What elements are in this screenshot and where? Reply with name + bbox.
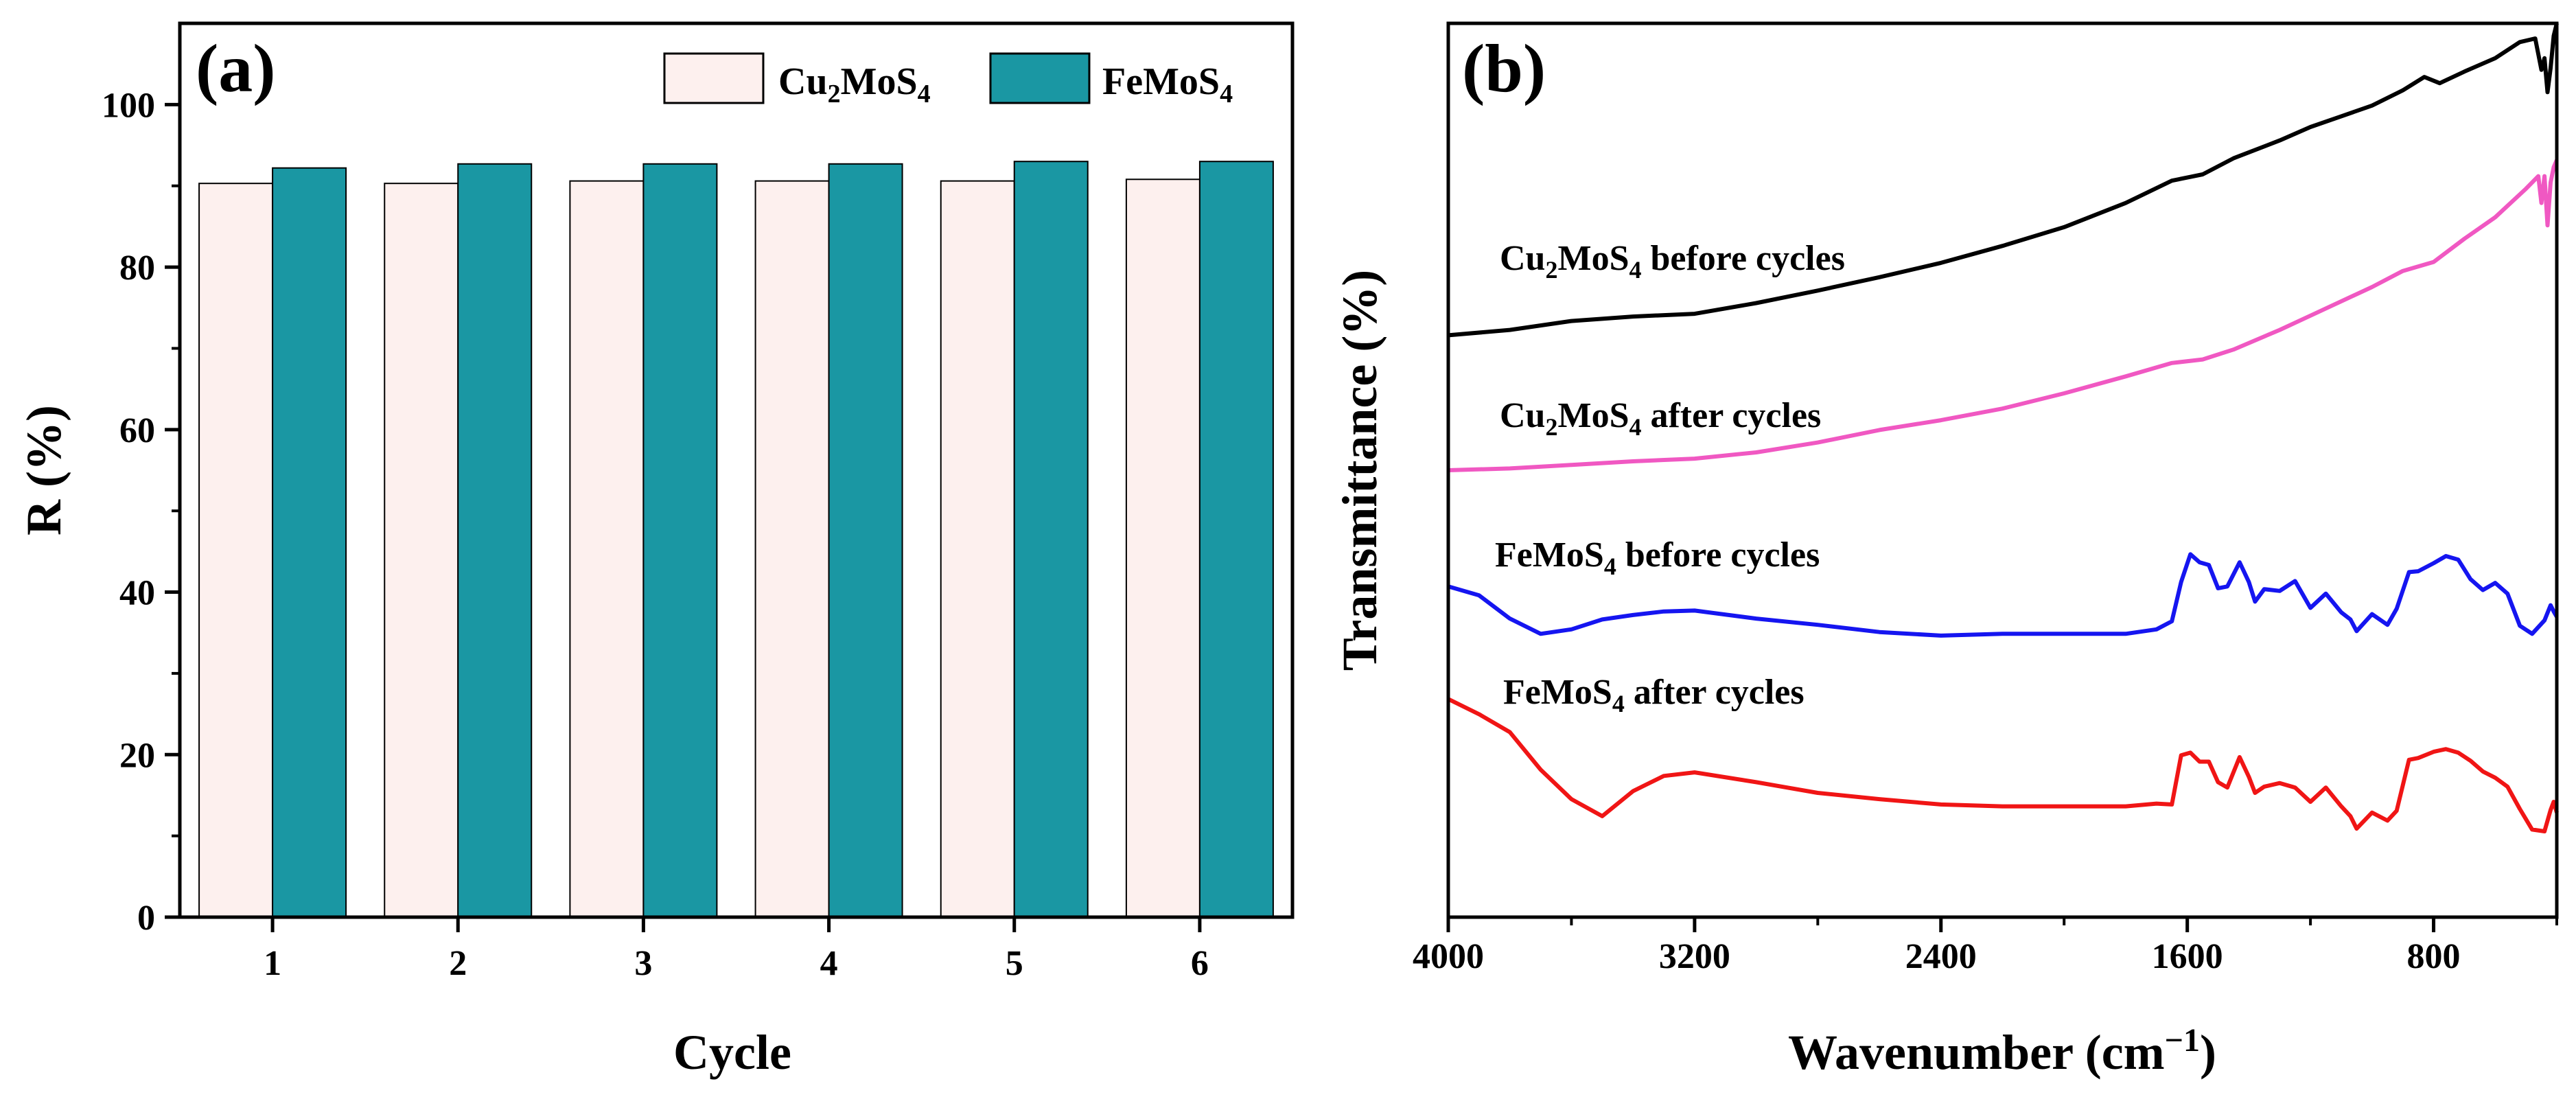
x-tick-label-b: 2400 — [1905, 937, 1977, 976]
x-tick-label-a: 4 — [820, 944, 838, 983]
y-tick-label-a: 40 — [119, 574, 155, 613]
legend-subscript: 4 — [1220, 80, 1233, 108]
annotation-text: FeMoS — [1495, 535, 1604, 575]
legend-label-femos4: FeMoS4 — [1102, 60, 1233, 108]
annotation-text: after cycles — [1641, 396, 1821, 435]
bar-cu2mos4-cycle-5 — [940, 180, 1015, 918]
y-tick-label-a: 80 — [119, 249, 155, 288]
panel-b-ftir-spectra: 4000 3200 2400 1600 800 Wavenumber (cm−1) Tran… — [1332, 21, 2559, 1080]
x-tick-label-b: 3200 — [1659, 937, 1730, 976]
annotation-cu2mos4-before: Cu2MoS4 before cycles — [1500, 239, 1845, 284]
x-axis-title-text: Wavenumber (cm — [1788, 1025, 2165, 1080]
annotation-text: FeMoS — [1503, 673, 1612, 712]
legend-subscript: 2 — [828, 80, 841, 108]
x-axis-title-superscript: −1 — [2165, 1022, 2200, 1059]
annotation-text: Cu — [1500, 239, 1545, 278]
x-tick-label-a: 6 — [1191, 944, 1209, 983]
annotation-text: before cycles — [1616, 535, 1820, 575]
legend-swatch-cu2mos4 — [663, 52, 765, 104]
y-axis-title-a: R (%) — [16, 405, 71, 535]
annotation-subscript: 2 — [1545, 256, 1557, 284]
spectrum-line-femos4-after — [1447, 697, 2559, 833]
bar-femos4-cycle-3 — [642, 163, 718, 919]
legend-text: FeMoS — [1102, 60, 1220, 103]
legend-text: Cu — [778, 60, 828, 103]
spectrum-line-cu2mos4-before — [1448, 23, 2559, 338]
annotation-text: MoS — [1557, 396, 1629, 435]
panel-label-a: (a) — [196, 30, 276, 106]
y-tick-label-a: 60 — [119, 411, 155, 450]
bar-cu2mos4-cycle-3 — [569, 180, 645, 918]
bar-cu2mos4-cycle-2 — [384, 183, 459, 918]
bar-femos4-cycle-2 — [457, 163, 533, 919]
plot-frame-a — [178, 21, 1295, 919]
spectrum-line-femos4-before — [1448, 552, 2559, 638]
annotation-subscript: 4 — [1629, 413, 1641, 441]
x-tick-label-b: 4000 — [1413, 937, 1484, 976]
x-tick-label-a: 5 — [1006, 944, 1023, 983]
bar-femos4-cycle-1 — [272, 167, 347, 919]
annotation-subscript: 4 — [1629, 256, 1641, 284]
bar-cu2mos4-cycle-4 — [754, 180, 830, 918]
annotation-text: before cycles — [1641, 239, 1844, 278]
legend-swatch-femos4 — [989, 52, 1091, 104]
x-axis-title-a: Cycle — [673, 1025, 791, 1080]
annotation-subscript: 4 — [1612, 690, 1625, 717]
bar-femos4-cycle-4 — [828, 163, 903, 919]
bar-cu2mos4-cycle-6 — [1125, 178, 1200, 918]
y-tick-label-a: 0 — [137, 899, 155, 938]
bar-femos4-cycle-6 — [1198, 161, 1274, 919]
annotation-text: after cycles — [1625, 673, 1805, 712]
y-tick-label-a: 100 — [102, 86, 155, 125]
bar-femos4-cycle-5 — [1013, 161, 1089, 919]
legend-text: MoS — [841, 60, 918, 103]
x-tick-label-a: 1 — [264, 944, 281, 983]
panel-label-b: (b) — [1462, 30, 1546, 106]
y-tick-label-a: 20 — [119, 736, 155, 775]
legend-label-cu2mos4: Cu2MoS4 — [778, 60, 931, 108]
annotation-subscript: 2 — [1545, 413, 1557, 441]
x-tick-label-a: 3 — [634, 944, 652, 983]
annotation-text: Cu — [1500, 396, 1545, 435]
x-tick-label-b: 1600 — [2152, 937, 2223, 976]
annotation-text: MoS — [1557, 239, 1629, 278]
spectrum-line-cu2mos4-after — [1448, 159, 2559, 472]
annotation-subscript: 4 — [1604, 553, 1616, 580]
annotation-cu2mos4-after: Cu2MoS4 after cycles — [1500, 396, 1821, 441]
bar-cu2mos4-cycle-1 — [198, 183, 274, 918]
x-tick-label-b: 800 — [2407, 937, 2461, 976]
annotation-femos4-after: FeMoS4 after cycles — [1503, 673, 1805, 717]
x-axis-title-text: ) — [2200, 1025, 2216, 1080]
x-tick-label-a: 2 — [449, 944, 467, 983]
y-axis-title-b: Transmittance (%) — [1332, 270, 1387, 671]
annotation-femos4-before: FeMoS4 before cycles — [1495, 535, 1820, 580]
x-axis-title-b: Wavenumber (cm−1) — [1788, 1022, 2216, 1080]
plot-frame-b — [1446, 21, 2559, 919]
legend-subscript: 4 — [918, 80, 931, 108]
